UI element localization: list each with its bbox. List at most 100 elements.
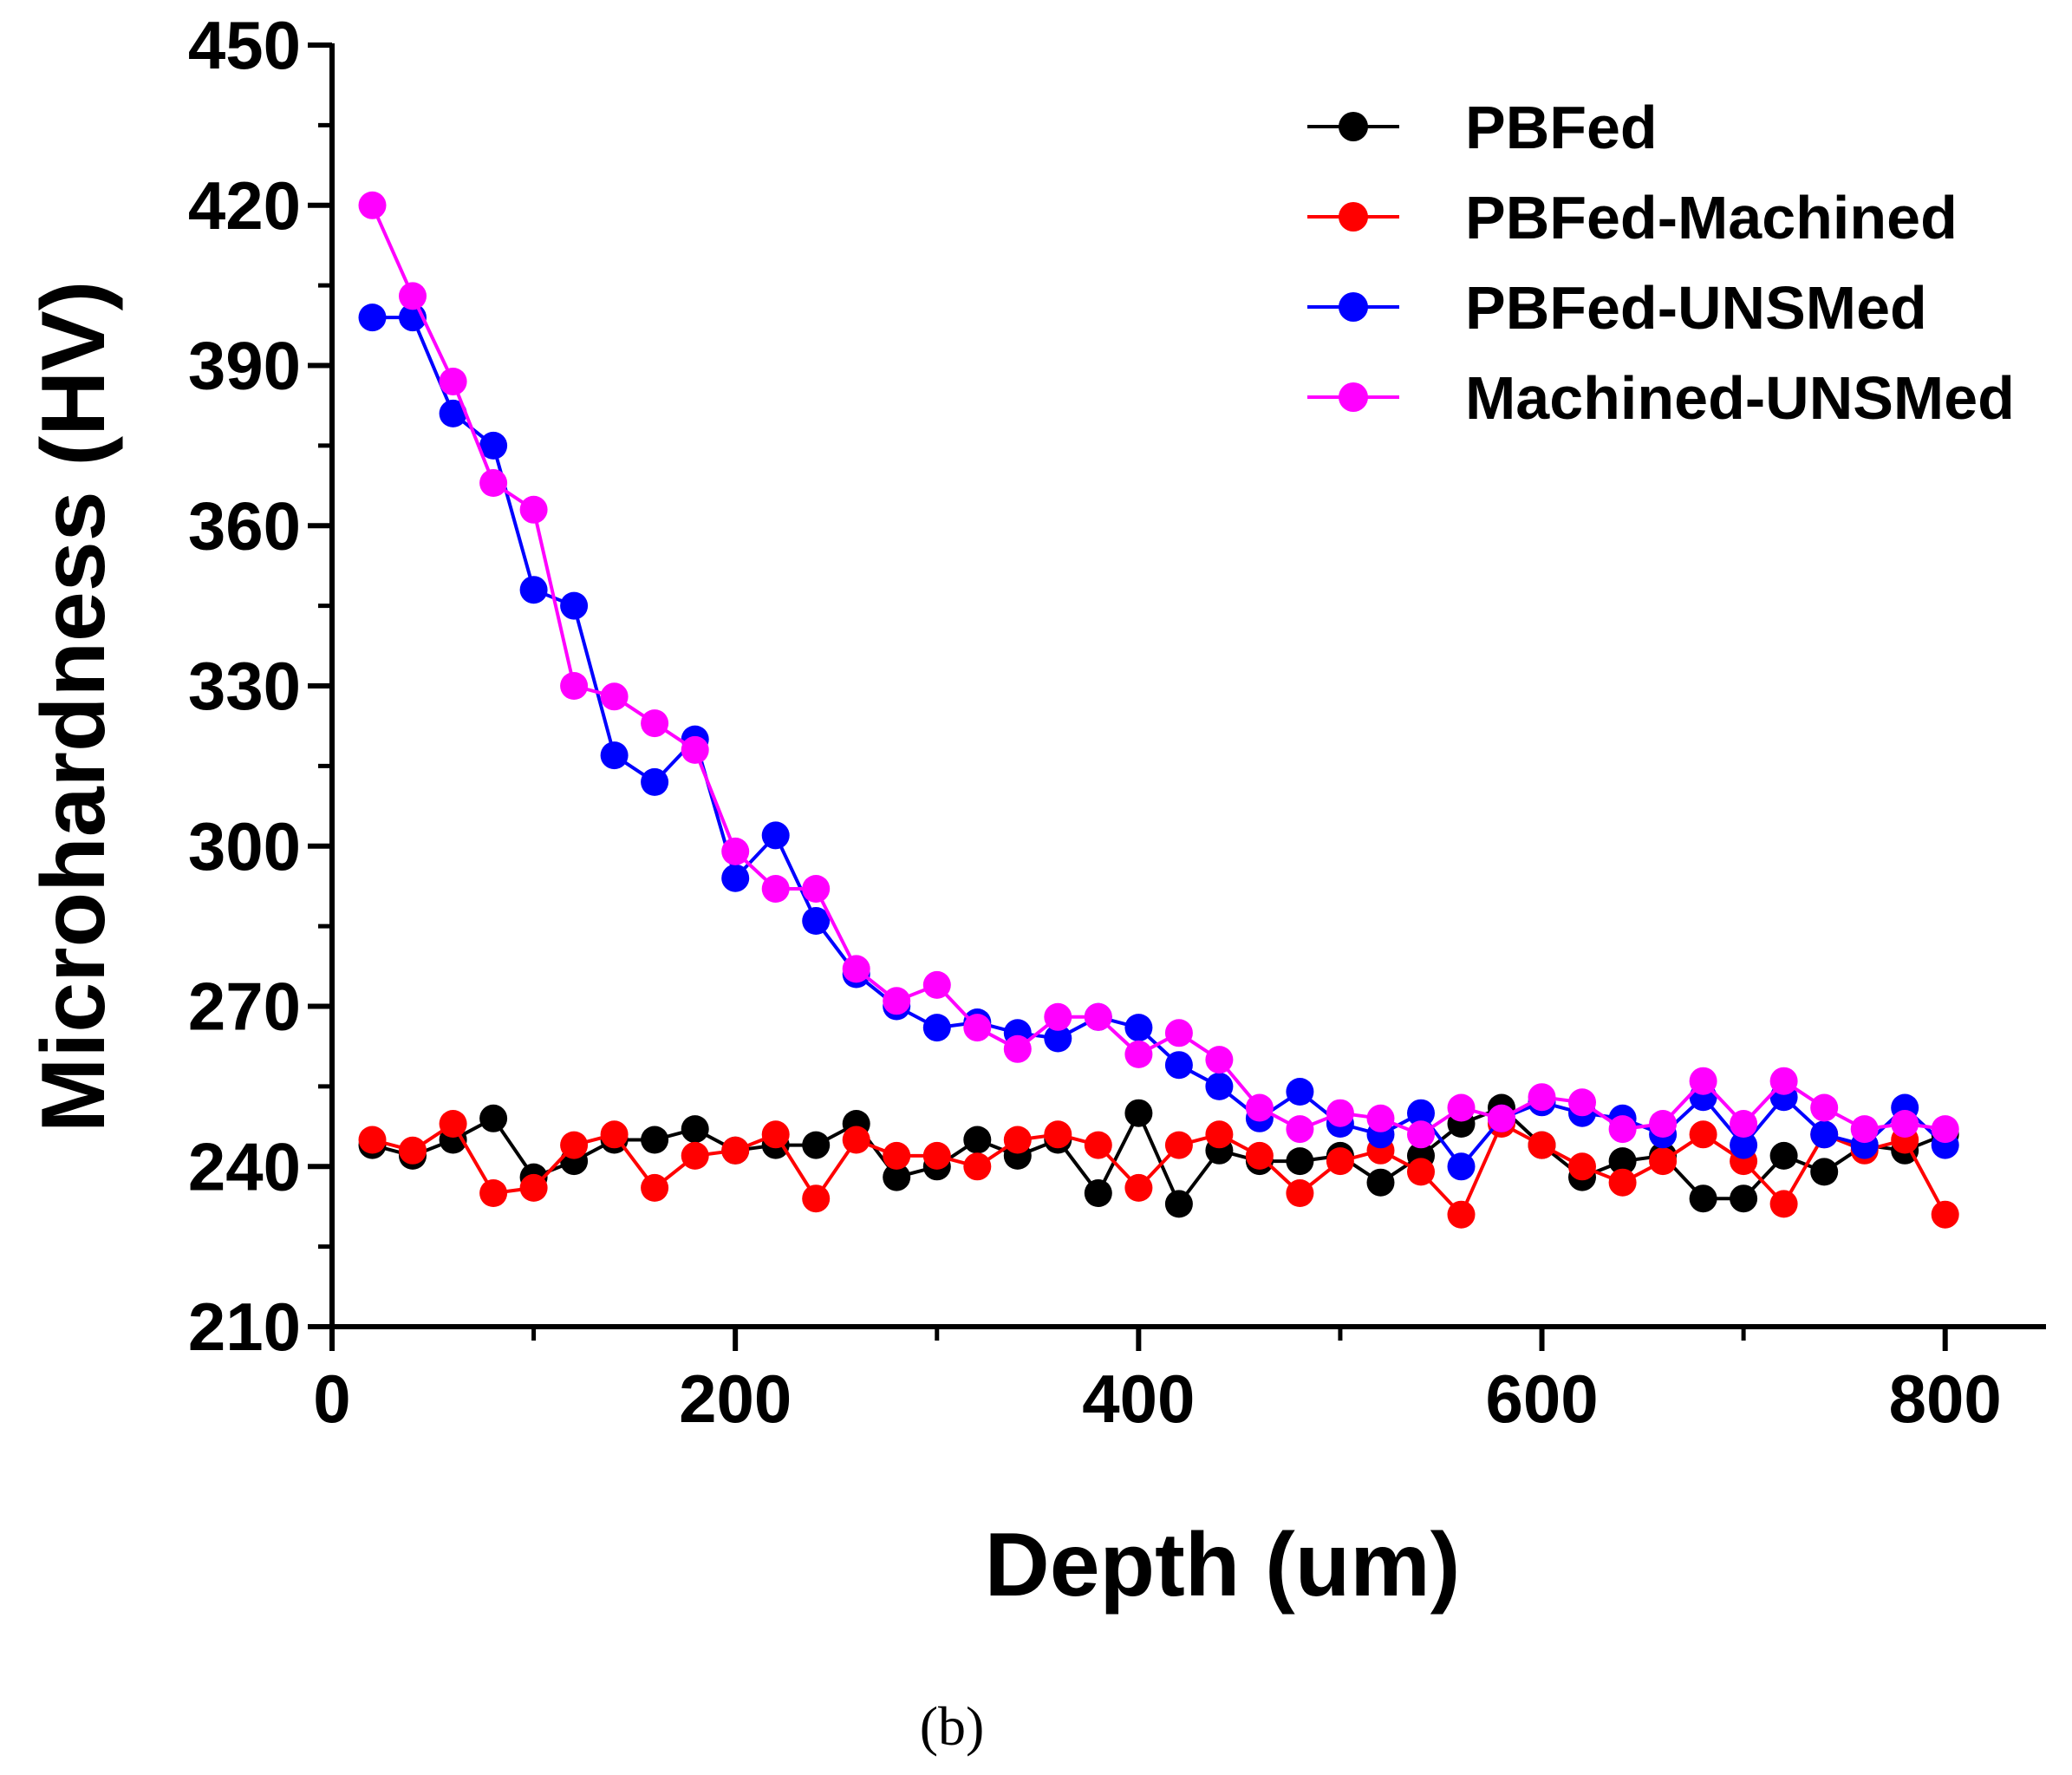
data-point (358, 1126, 387, 1154)
data-point (600, 1120, 629, 1149)
data-point (1810, 1158, 1839, 1186)
data-point (358, 303, 387, 332)
data-point (802, 1131, 831, 1159)
data-point (1769, 1141, 1798, 1170)
data-point (641, 767, 669, 796)
data-point (479, 431, 508, 460)
data-point (479, 469, 508, 497)
data-point (721, 864, 750, 892)
series-line (372, 316, 1947, 1169)
data-point (1810, 1120, 1839, 1149)
data-point (641, 709, 669, 738)
series-machined-unsmed (358, 191, 1959, 1149)
data-point (1407, 1158, 1435, 1186)
data-point (519, 495, 548, 524)
data-point (1407, 1120, 1435, 1149)
data-point (1649, 1147, 1678, 1176)
data-point (1366, 1104, 1395, 1132)
data-point (842, 955, 870, 983)
legend-label: Machined-UNSMed (1465, 364, 2015, 432)
legend-marker (1339, 202, 1368, 232)
data-point (1326, 1099, 1354, 1127)
data-point (1730, 1110, 1758, 1138)
data-point (1528, 1083, 1556, 1112)
data-point (519, 1173, 548, 1202)
data-point (1769, 1067, 1798, 1095)
legend-marker (1339, 292, 1368, 322)
data-point (600, 741, 629, 770)
x-tick-label: 200 (679, 1361, 792, 1437)
series-pbfed-machined (358, 1110, 1959, 1229)
data-point (922, 1141, 951, 1170)
data-point (1608, 1147, 1637, 1176)
data-point (1568, 1152, 1596, 1181)
y-tick-label: 300 (188, 808, 301, 884)
y-tick-label: 390 (188, 328, 301, 404)
data-point (479, 1179, 508, 1207)
data-point (842, 1126, 870, 1154)
x-tick-label: 0 (313, 1361, 350, 1437)
data-point (802, 1184, 831, 1213)
data-point (1850, 1115, 1879, 1144)
data-point (1689, 1184, 1717, 1213)
data-point (761, 821, 790, 850)
data-point (1205, 1120, 1234, 1149)
y-axis-ticks: 210 240 270 300 330 360 390 420 450 (188, 7, 332, 1365)
data-point (1084, 1179, 1112, 1207)
y-tick-label: 330 (188, 648, 301, 724)
legend: PBFed PBFed-Machined PBFed-UNSMed Machined-… (1307, 94, 2015, 432)
data-point (600, 682, 629, 711)
data-point (519, 576, 548, 604)
data-point (358, 191, 387, 219)
data-point (560, 1131, 589, 1159)
data-point (922, 1014, 951, 1042)
data-point (1931, 1200, 1959, 1229)
data-point (1003, 1126, 1032, 1154)
legend-item: PBFed-UNSMed (1307, 274, 1927, 342)
data-point (883, 1141, 911, 1170)
data-point (1769, 1190, 1798, 1218)
y-tick-label: 270 (188, 969, 301, 1045)
data-point (1931, 1115, 1959, 1144)
data-point (681, 1115, 709, 1144)
data-point (1488, 1104, 1515, 1132)
data-point (1124, 1014, 1153, 1042)
legend-item: PBFed (1307, 94, 1658, 161)
data-point (439, 1110, 467, 1138)
series-line (370, 204, 1945, 1137)
data-point (963, 1152, 992, 1181)
data-point (560, 591, 589, 620)
data-point (1326, 1147, 1354, 1176)
y-tick-label: 450 (188, 7, 301, 83)
data-point (1164, 1019, 1193, 1047)
x-tick-label: 800 (1889, 1361, 2002, 1437)
series-layer (358, 191, 1959, 1229)
x-tick-label: 400 (1082, 1361, 1195, 1437)
data-point (641, 1126, 669, 1154)
x-axis-ticks: 0 200 400 600 800 (313, 1327, 2002, 1437)
data-point (1649, 1110, 1678, 1138)
data-point (641, 1173, 669, 1202)
data-point (1164, 1051, 1193, 1080)
data-point (1084, 1002, 1112, 1031)
legend-marker (1339, 112, 1368, 141)
data-point (1124, 1099, 1153, 1127)
data-point (439, 399, 467, 427)
data-point (1407, 1099, 1435, 1127)
data-point (963, 1126, 992, 1154)
data-point (1124, 1040, 1153, 1068)
y-tick-label: 240 (188, 1128, 301, 1204)
data-point (1528, 1131, 1556, 1159)
data-point (1245, 1141, 1274, 1170)
data-point (1164, 1131, 1193, 1159)
data-point (1044, 1002, 1072, 1031)
legend-label: PBFed-UNSMed (1465, 274, 1927, 342)
data-point (922, 970, 951, 999)
data-point (802, 907, 831, 935)
data-point (761, 875, 790, 903)
y-axis-title: Microhardness (HV) (23, 281, 124, 1132)
data-point (479, 1104, 508, 1132)
data-point (1286, 1147, 1314, 1176)
data-point (721, 837, 750, 865)
